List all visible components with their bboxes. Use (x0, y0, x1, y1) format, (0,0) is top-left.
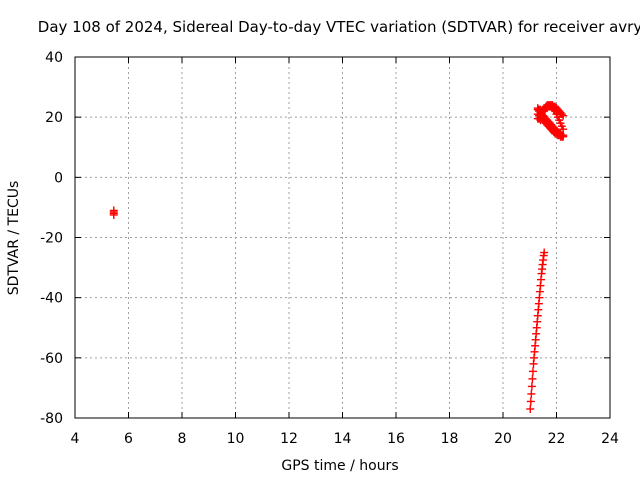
y-tick-label: 20 (45, 110, 63, 126)
y-tick-label: -40 (40, 291, 63, 307)
x-axis-label: GPS time / hours (281, 458, 398, 474)
data-point (536, 116, 545, 125)
y-tick-label: -80 (40, 411, 63, 427)
axis-ticks: 4 6 8 10 12 14 16 18 20 22 24 -80 -60 -40 -20 0 20 40 (40, 50, 619, 447)
y-tick-label: -60 (40, 351, 63, 367)
data-point (540, 248, 549, 257)
data-point (527, 389, 536, 398)
y-tick-label: 40 (45, 50, 63, 66)
data-point (535, 114, 544, 123)
x-tick-label: 6 (124, 431, 133, 447)
data-point (528, 374, 537, 383)
x-tick-label: 22 (548, 431, 566, 447)
x-tick-label: 16 (387, 431, 405, 447)
x-tick-label: 4 (71, 431, 80, 447)
x-tick-label: 20 (494, 431, 512, 447)
data-point (527, 382, 536, 391)
data-point (559, 111, 568, 120)
data-point (526, 404, 535, 413)
y-tick-label: -20 (40, 231, 63, 247)
data-point (559, 125, 568, 134)
x-tick-label: 14 (334, 431, 352, 447)
x-tick-label: 24 (601, 431, 619, 447)
y-axis-label: SDTVAR / TECUs (6, 181, 22, 296)
x-tick-label: 12 (280, 431, 298, 447)
chart-title: Day 108 of 2024, Sidereal Day-to-day VTE… (38, 18, 640, 36)
plot-frame (74, 56, 611, 419)
grid (75, 57, 610, 418)
x-tick-label: 8 (178, 431, 187, 447)
data-points (109, 101, 568, 413)
x-tick-label: 10 (227, 431, 245, 447)
data-point (109, 210, 118, 219)
data-point (559, 132, 568, 141)
y-tick-label: 0 (54, 170, 63, 186)
data-point (526, 397, 535, 406)
data-point (557, 110, 566, 119)
x-tick-label: 18 (441, 431, 459, 447)
data-point (528, 367, 537, 376)
